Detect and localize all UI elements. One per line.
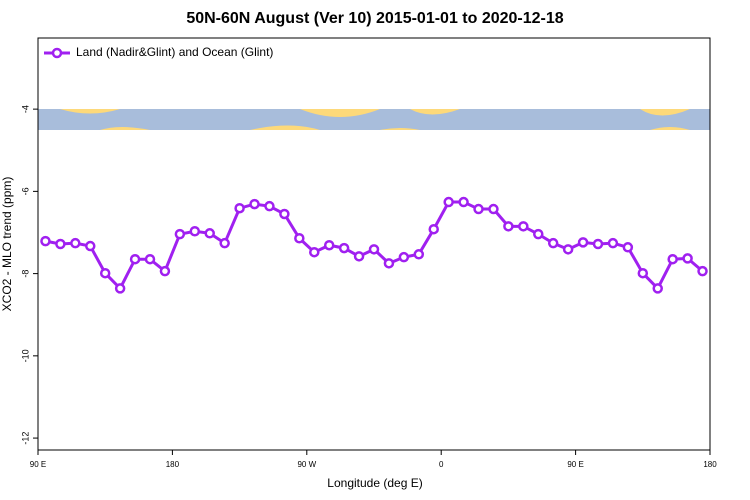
- data-point: [697, 265, 708, 277]
- y-axis-label: XCO2 - MLO trend (ppm): [0, 177, 14, 312]
- y-tick-label: -10: [20, 349, 30, 362]
- data-point: [70, 237, 81, 249]
- data-point: [159, 265, 171, 277]
- y-tick-label: -6: [20, 187, 30, 195]
- data-point: [592, 238, 604, 250]
- data-point: [174, 228, 186, 240]
- data-point: [667, 253, 678, 265]
- data-point: [458, 196, 469, 208]
- legend-label: Land (Nadir&Glint) and Ocean (Glint): [76, 45, 273, 59]
- data-point: [353, 251, 365, 262]
- legend-marker: [51, 47, 63, 59]
- data-point: [144, 253, 156, 265]
- plot-frame: [37, 37, 711, 451]
- data-point: [368, 244, 380, 255]
- data-point: [189, 226, 201, 237]
- y-tick-label: -12: [20, 432, 30, 445]
- x-tick-label: 90 E: [30, 460, 46, 469]
- data-point: [428, 223, 439, 235]
- x-tick-label: 90 W: [297, 460, 316, 469]
- data-point: [473, 203, 484, 215]
- x-tick-label: 180: [703, 460, 717, 469]
- map-strip: [38, 109, 710, 130]
- data-point: [99, 267, 111, 279]
- data-point: [309, 246, 320, 258]
- data-point: [637, 267, 649, 279]
- data-point: [249, 198, 260, 210]
- data-point: [114, 283, 126, 294]
- data-point: [219, 237, 230, 249]
- data-point: [488, 203, 499, 215]
- data-point: [234, 202, 245, 214]
- data-point: [533, 228, 544, 240]
- data-point: [443, 196, 454, 208]
- data-point: [85, 240, 96, 252]
- data-point: [55, 238, 66, 250]
- data-point: [40, 235, 51, 247]
- data-point: [547, 237, 559, 249]
- data-point: [682, 253, 693, 264]
- data-point: [398, 251, 410, 263]
- data-point: [264, 200, 275, 212]
- data-point: [323, 239, 335, 251]
- data-point: [622, 242, 634, 253]
- data-point: [383, 258, 395, 269]
- data-point: [294, 232, 305, 244]
- data-point: [338, 242, 350, 254]
- data-point: [577, 237, 589, 248]
- data-point: [413, 249, 425, 260]
- x-tick-label: 90 E: [567, 460, 583, 469]
- data-point: [503, 221, 514, 232]
- data-point: [518, 221, 529, 232]
- x-axis-label: Longitude (deg E): [327, 476, 422, 490]
- data-point: [652, 283, 663, 294]
- data-point: [279, 208, 290, 220]
- x-tick-label: 0: [439, 460, 444, 469]
- y-tick-label: -4: [20, 105, 30, 113]
- data-point: [129, 253, 141, 265]
- y-tick-label: -8: [20, 270, 30, 278]
- x-tick-label: 180: [166, 460, 180, 469]
- map-ocean: [38, 109, 710, 130]
- data-point: [204, 228, 215, 239]
- chart-title: 50N-60N August (Ver 10) 2015-01-01 to 20…: [186, 10, 563, 27]
- data-point: [562, 244, 574, 255]
- data-point: [607, 237, 619, 249]
